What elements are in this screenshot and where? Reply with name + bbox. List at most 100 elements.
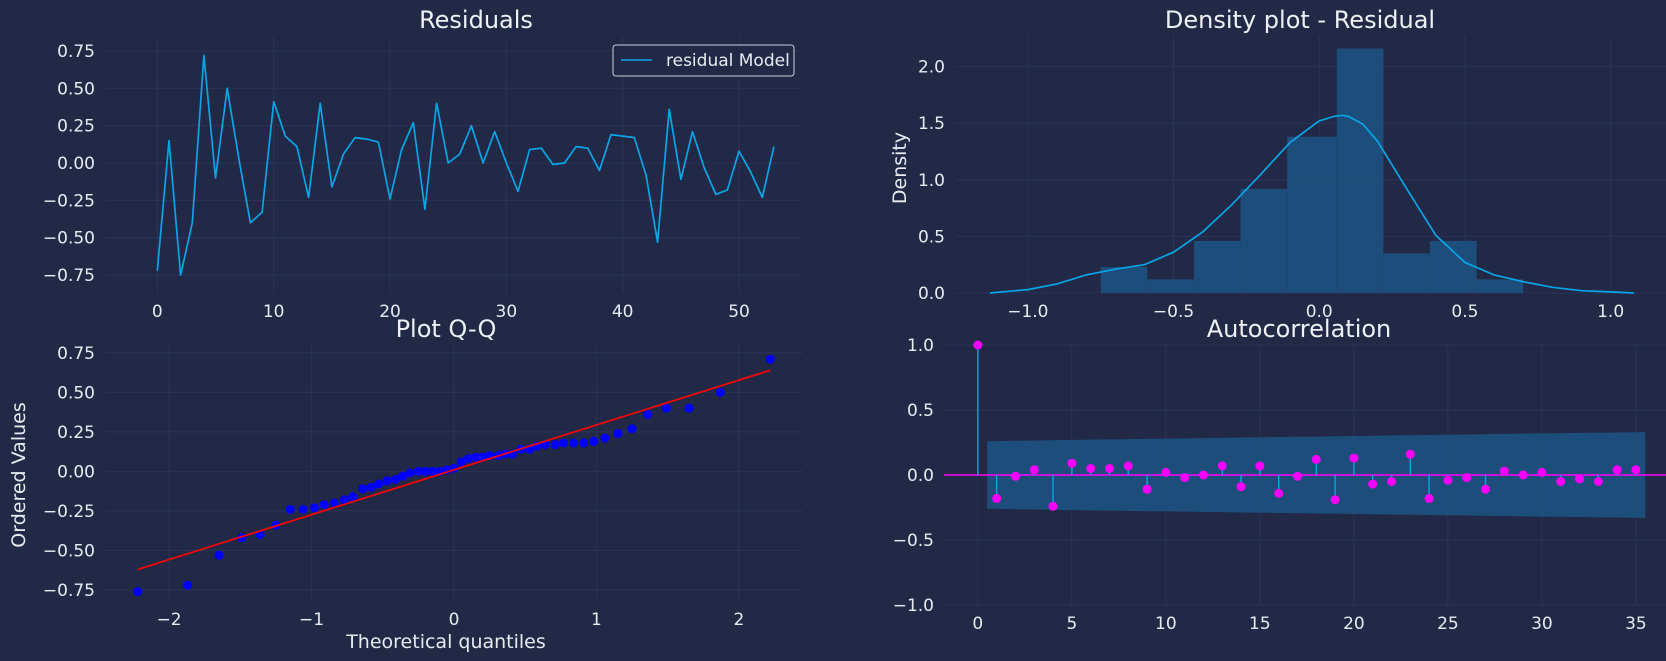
acf-point [1612,465,1622,475]
kde-curve [989,114,1634,294]
qq-point [183,580,193,590]
x-tick-label: 10 [263,302,285,322]
y-tick-label: −0.25 [43,191,95,211]
histogram-bar [1383,253,1430,293]
y-tick-label: −0.5 [893,531,934,551]
qq-ticks: −2 −1 0 1 2 −0.75 −0.50 −0.25 0.00 0.25 0.50 0.75 [43,344,744,630]
acf-point [1067,458,1077,468]
acf-point [1048,501,1058,511]
y-tick-label: 0.75 [57,42,95,62]
acf-point [1029,465,1039,475]
x-tick-label: 0 [152,302,163,322]
y-tick-label: 1.0 [907,336,934,356]
residuals-legend: residual Model [612,44,795,77]
y-tick-label: −1.0 [893,596,934,616]
y-tick-label: 0.00 [57,154,95,174]
density-panel: Density plot - Residual Density −1.0 −0.5… [889,6,1666,322]
qq-xlabel: Theoretical quantiles [345,631,546,653]
histogram-bar [1147,279,1194,293]
qq-point [366,482,376,492]
qq-point [374,479,384,489]
acf-point [1292,471,1302,481]
qq-point [589,436,599,446]
residuals-plot [156,54,775,276]
x-tick-label: 0.5 [1451,302,1478,322]
y-tick-label: 0.50 [57,79,95,99]
x-tick-label: −0.5 [1153,302,1194,322]
acf-point [1556,477,1566,486]
y-tick-label: 0.25 [57,423,95,443]
qq-point [684,403,694,413]
y-tick-label: 0.75 [57,344,95,364]
acf-point [1104,464,1114,473]
acf-point [1593,477,1603,486]
x-tick-label: 1 [591,610,602,630]
acf-point [1217,461,1227,471]
x-tick-label: −2 [157,610,182,630]
qq-point [569,438,579,448]
acf-point [992,493,1002,503]
qq-point [550,440,560,450]
qq-point [133,587,143,597]
y-tick-label: 0.5 [918,227,945,247]
acf-point [1180,473,1190,483]
qq-point [298,504,308,514]
x-tick-label: 30 [496,302,518,322]
acf-point [1161,467,1171,477]
qq-point [405,468,415,478]
qq-point [613,428,623,438]
histogram-bar [1429,240,1477,293]
qq-point [643,410,653,420]
acf-point [1499,466,1509,476]
x-tick-label: 0 [449,610,460,630]
y-tick-label: −0.50 [43,229,95,249]
autocorrelation-panel: Autocorrelation 0 5 10 15 20 25 30 35 −1.0 −0.5 0.… [893,315,1666,634]
qq-point [319,500,329,510]
x-tick-label: 20 [379,302,401,322]
acf-point [1405,449,1415,459]
histogram-bar [1287,136,1337,293]
y-tick-label: 2.0 [918,58,945,78]
residuals-panel: Residuals 0 10 20 30 40 50 −0.75 −0.50 −0.25 0.00… [43,6,803,322]
qq-point [413,466,423,476]
qq-point [398,471,408,481]
y-tick-label: 0.5 [907,401,934,421]
y-tick-label: 1.5 [918,114,945,134]
acf-point [973,340,983,350]
acf-point [1424,493,1434,503]
y-tick-label: 0.50 [57,383,95,403]
y-tick-label: 0.00 [57,462,95,482]
x-tick-label: 20 [1343,614,1365,634]
autocorrelation-plot [944,340,1666,518]
qq-point [348,492,358,502]
x-tick-label: 50 [728,302,750,322]
qq-fit-line [137,369,771,571]
qq-point [428,466,438,476]
y-tick-label: −0.50 [43,541,95,561]
qq-point [579,438,589,448]
histogram-bar [1193,240,1241,293]
qq-point [470,452,480,462]
qq-point [382,476,392,486]
histogram-bar [1336,48,1384,294]
acf-point [1123,461,1133,471]
qq-point [661,403,671,413]
x-tick-label: 1.0 [1597,302,1624,322]
acf-point [1631,465,1641,475]
density-title: Density plot - Residual [1165,6,1435,34]
acf-point [1255,461,1265,471]
density-ticks: −1.0 −0.5 0.0 0.5 1.0 0.0 0.5 1.0 1.5 2.0 [918,58,1624,322]
qq-point [358,484,368,494]
x-tick-label: 10 [1155,614,1177,634]
x-tick-label: 40 [612,302,634,322]
y-tick-label: 0.0 [918,284,945,304]
acf-point [1311,454,1321,464]
density-ylabel: Density [889,132,911,204]
residuals-title: Residuals [419,6,533,34]
x-tick-label: 0.0 [1306,302,1333,322]
acf-point [1349,453,1359,463]
histogram-bar [1476,279,1524,293]
x-tick-label: 30 [1531,614,1553,634]
